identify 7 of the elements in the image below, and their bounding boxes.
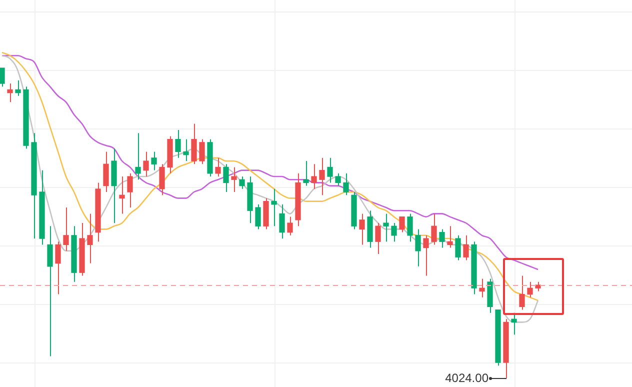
candlestick — [151, 151, 157, 171]
candlestick — [335, 172, 341, 186]
candlestick — [311, 164, 317, 190]
candlestick — [231, 166, 237, 192]
candlestick — [383, 213, 389, 242]
annotation: 4024.00 — [445, 370, 489, 385]
candlestick — [127, 172, 133, 208]
